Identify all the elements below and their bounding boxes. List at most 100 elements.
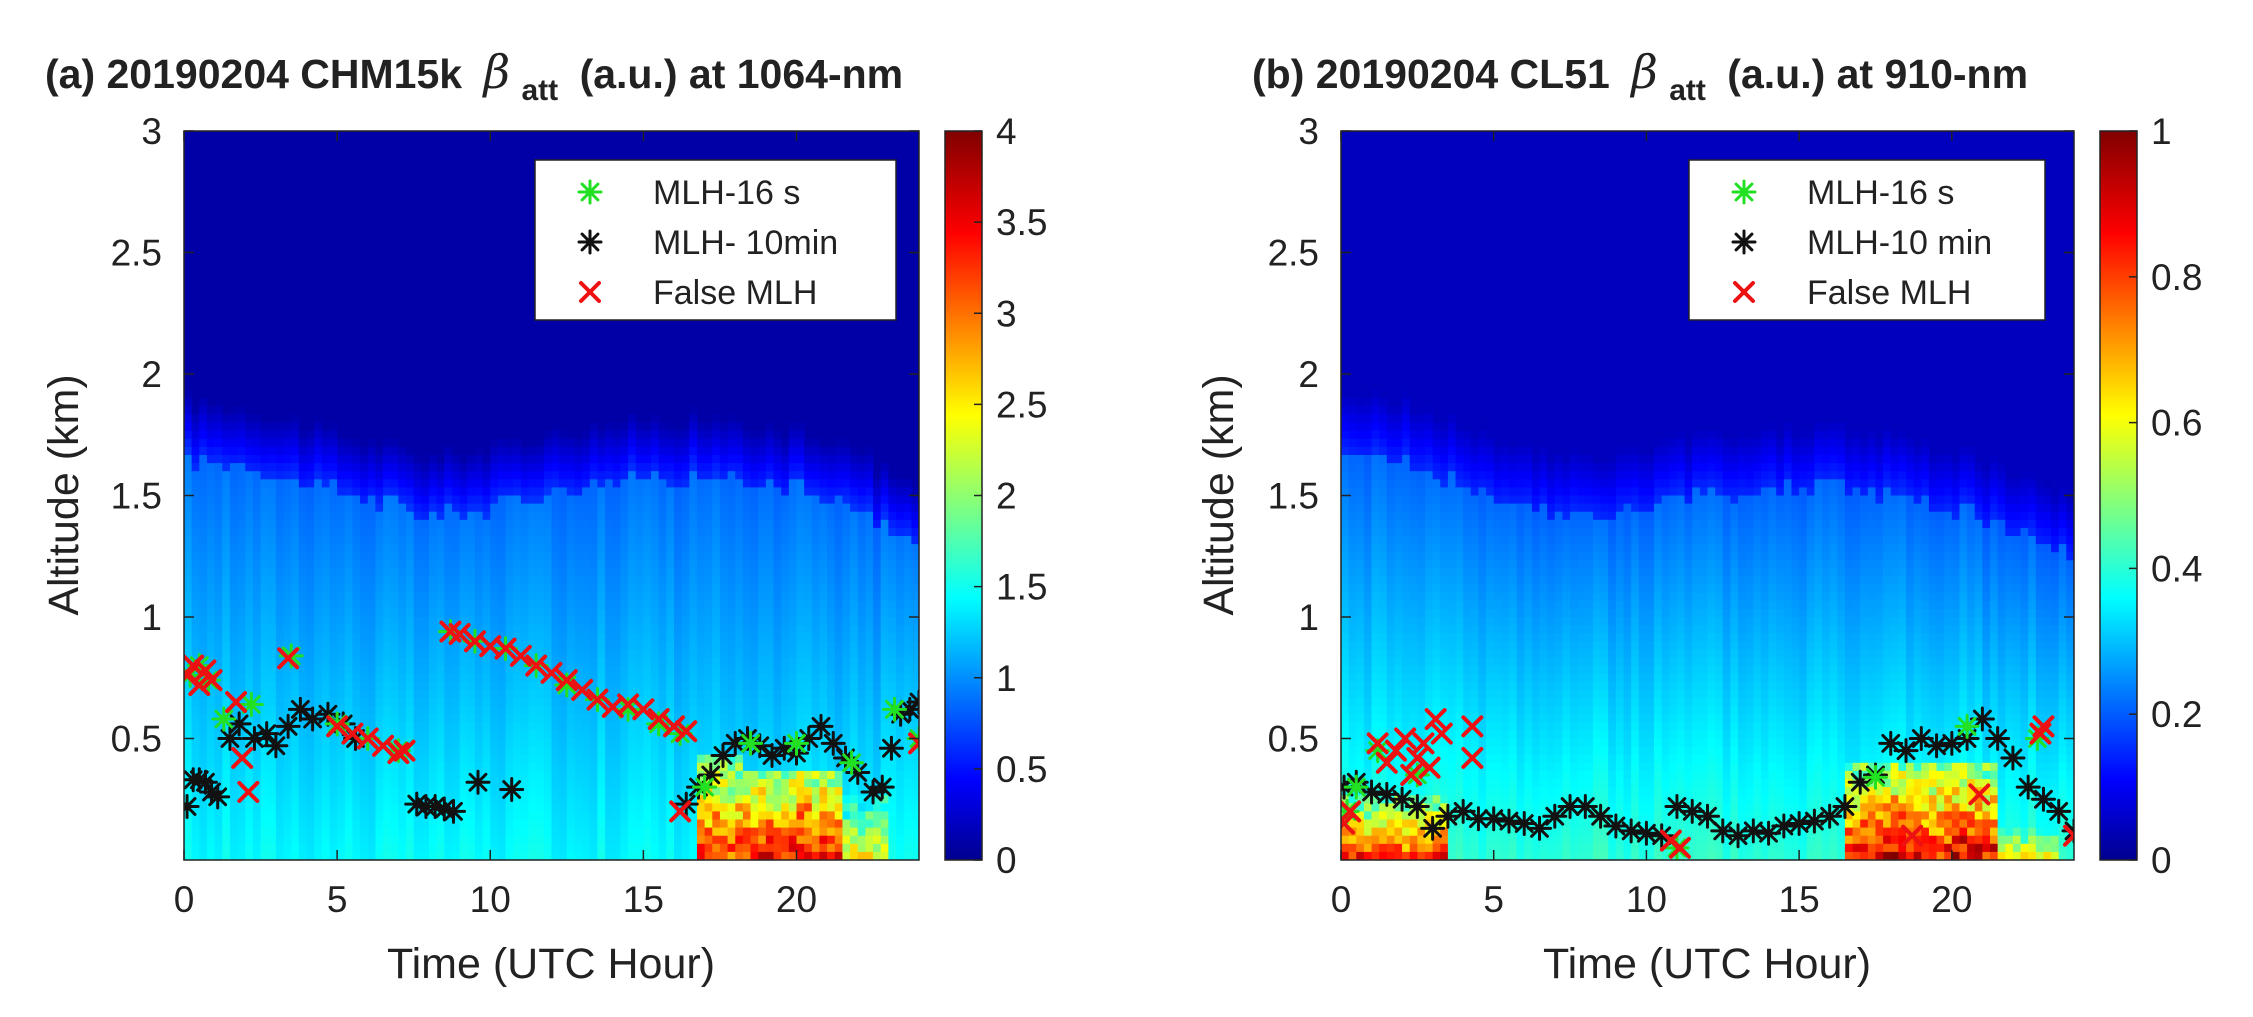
heatmap-cell xyxy=(245,827,254,837)
heatmap-cell xyxy=(406,689,415,699)
heatmap-cell xyxy=(819,746,828,756)
heatmap-cell xyxy=(421,592,430,602)
heatmap-cell xyxy=(360,843,369,853)
heatmap-cell xyxy=(543,641,553,650)
heatmap-cell xyxy=(490,487,499,497)
heatmap-cell xyxy=(643,430,652,440)
heatmap-cell xyxy=(214,511,223,521)
heatmap-cell xyxy=(268,754,277,764)
heatmap-cell xyxy=(651,479,660,488)
heatmap-cell xyxy=(865,795,874,804)
heatmap-cell xyxy=(199,414,208,424)
heatmap-cell xyxy=(834,851,844,860)
heatmap-cell xyxy=(773,527,782,537)
heatmap-cell xyxy=(735,827,744,837)
heatmap-cell xyxy=(712,811,721,821)
heatmap-cell xyxy=(298,738,308,748)
heatmap-cell xyxy=(850,843,859,853)
heatmap-cell xyxy=(505,681,514,691)
heatmap-cell xyxy=(888,698,897,707)
heatmap-cell xyxy=(612,803,622,812)
heatmap-cell xyxy=(750,536,759,545)
heatmap-cell xyxy=(589,819,599,829)
heatmap-cell xyxy=(589,446,599,456)
heatmap-cell xyxy=(597,779,606,788)
heatmap-cell xyxy=(367,617,377,626)
heatmap-cell xyxy=(834,471,844,480)
heatmap-cell xyxy=(536,827,545,837)
heatmap-cell xyxy=(842,552,851,561)
heatmap-cell xyxy=(260,608,269,618)
heatmap-cell xyxy=(727,787,736,796)
heatmap-cell xyxy=(559,762,568,772)
heatmap-cell xyxy=(321,519,331,529)
heatmap-cell xyxy=(574,851,583,860)
heatmap-cell xyxy=(520,722,530,731)
heatmap-cell xyxy=(214,560,223,569)
heatmap-cell xyxy=(252,673,262,683)
heatmap-cell xyxy=(260,827,269,837)
heatmap-cell xyxy=(406,495,415,505)
heatmap-cell xyxy=(206,706,216,715)
heatmap-cell xyxy=(696,633,706,642)
heatmap-cell xyxy=(451,714,461,723)
heatmap-cell xyxy=(367,835,377,845)
heatmap-cell xyxy=(298,487,308,497)
heatmap-cell xyxy=(888,787,897,796)
heatmap-cell xyxy=(222,584,231,594)
heatmap-cell xyxy=(505,617,514,626)
heatmap-cell xyxy=(643,527,652,537)
heatmap-cell xyxy=(896,568,905,578)
heatmap-cell xyxy=(719,633,729,642)
heatmap-cell xyxy=(467,527,476,537)
heatmap-cell xyxy=(444,714,453,723)
heatmap-cell xyxy=(628,665,637,675)
heatmap-cell xyxy=(237,698,246,707)
heatmap-cell xyxy=(421,608,430,618)
heatmap-cell xyxy=(275,633,285,642)
heatmap-cell xyxy=(612,536,622,545)
heatmap-cell xyxy=(275,463,285,472)
heatmap-cell xyxy=(888,714,897,723)
heatmap-cell xyxy=(444,795,453,804)
heatmap-cell xyxy=(574,835,583,845)
heatmap-cell xyxy=(643,495,652,505)
heatmap-cell xyxy=(459,479,468,488)
heatmap-cell xyxy=(796,455,805,464)
heatmap-cell xyxy=(513,527,522,537)
heatmap-cell xyxy=(827,544,836,553)
heatmap-cell xyxy=(765,479,775,488)
heatmap-cell xyxy=(490,641,499,650)
heatmap-cell xyxy=(704,446,713,456)
heatmap-cell xyxy=(727,422,736,432)
heatmap-cell xyxy=(260,795,269,804)
heatmap-cell xyxy=(834,617,844,626)
heatmap-cell xyxy=(566,738,576,748)
heatmap-cell xyxy=(651,681,660,691)
heatmap-cell xyxy=(214,544,223,553)
heatmap-cell xyxy=(229,633,239,642)
heatmap-cell xyxy=(252,592,262,602)
heatmap-cell xyxy=(528,584,537,594)
heatmap-cell xyxy=(321,438,331,448)
heatmap-cell xyxy=(750,657,759,667)
heatmap-cell xyxy=(811,438,821,448)
heatmap-cell xyxy=(436,463,445,472)
heatmap-cell xyxy=(436,519,445,529)
heatmap-cell xyxy=(651,843,660,853)
heatmap-cell xyxy=(367,438,377,448)
heatmap-cell xyxy=(873,843,882,853)
heatmap-cell xyxy=(559,811,568,821)
heatmap-cell xyxy=(765,608,775,618)
heatmap-cell xyxy=(206,649,216,659)
heatmap-cell xyxy=(620,795,629,804)
heatmap-cell xyxy=(850,714,859,723)
heatmap-cell xyxy=(268,495,277,505)
heatmap-cell xyxy=(735,787,744,796)
heatmap-cell xyxy=(283,843,292,853)
heatmap-cell xyxy=(429,835,438,845)
heatmap-cell xyxy=(896,527,905,537)
heatmap-cell xyxy=(796,681,805,691)
heatmap-cell xyxy=(696,657,706,667)
heatmap-cell xyxy=(536,673,545,683)
